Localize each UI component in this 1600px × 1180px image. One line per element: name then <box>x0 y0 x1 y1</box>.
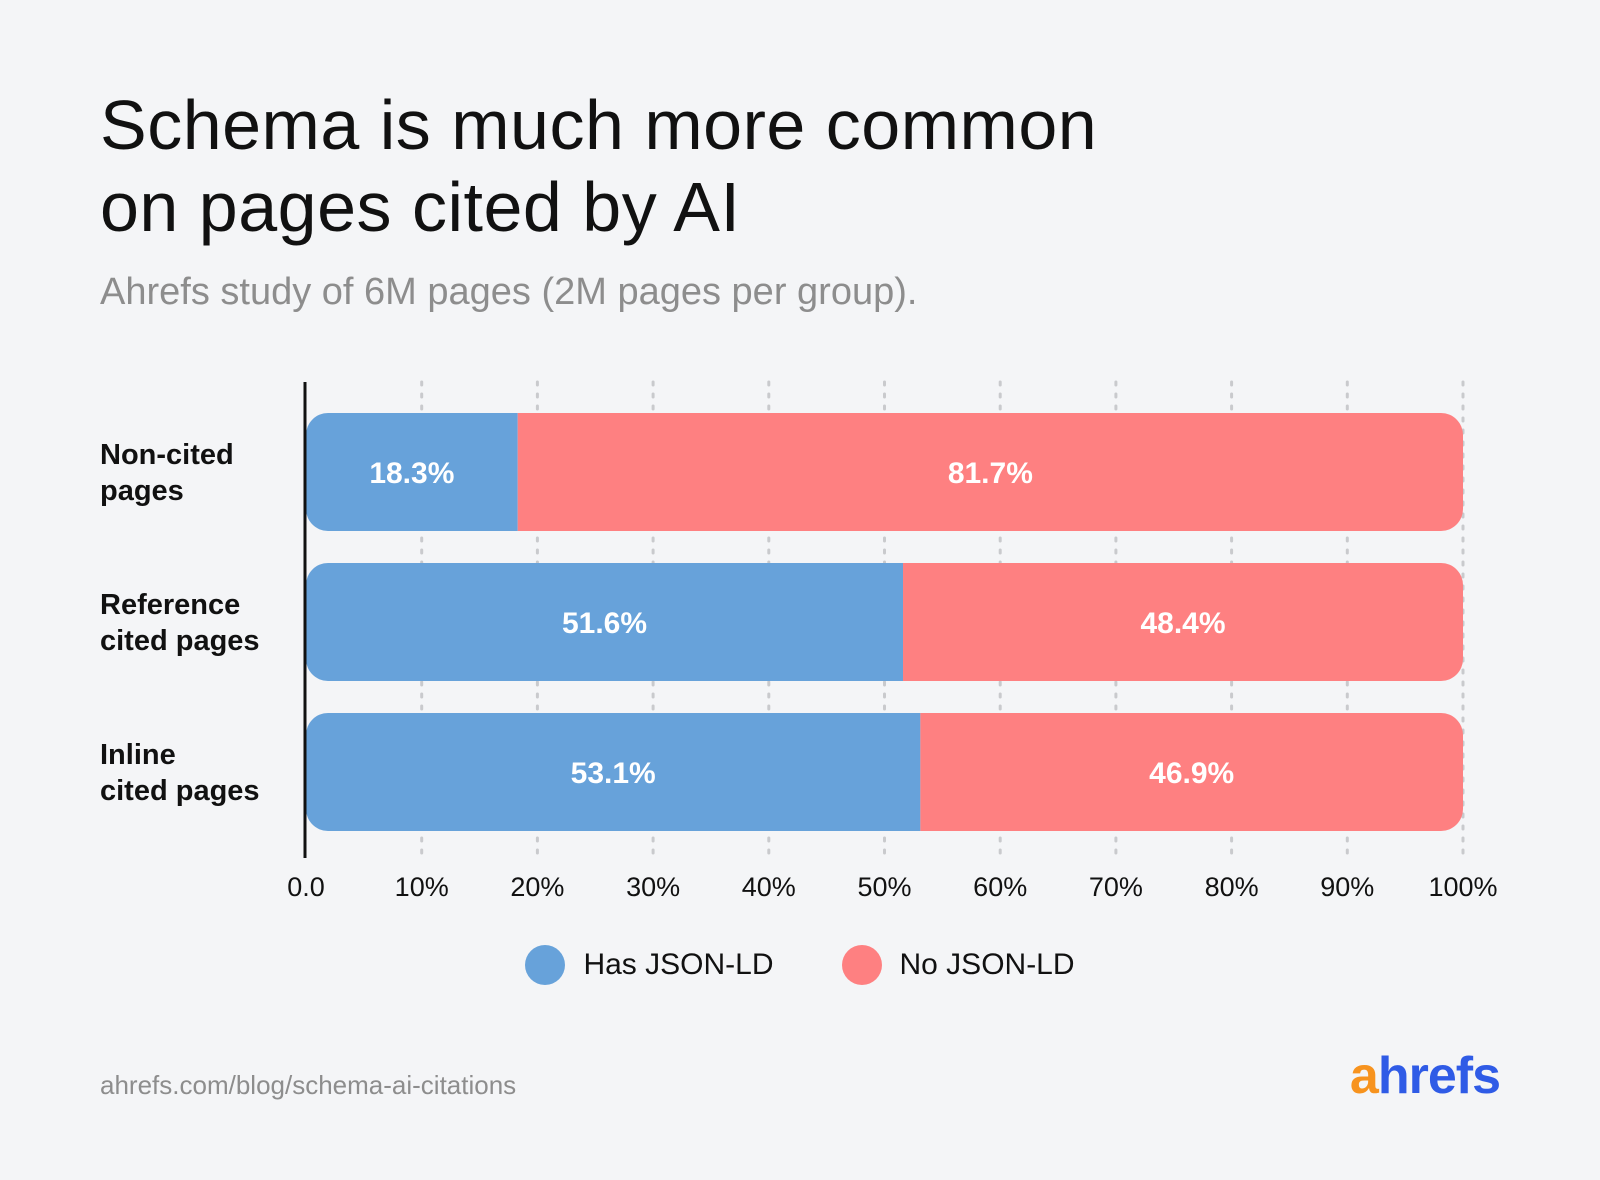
bar-no-json-ld-0 <box>517 413 1463 531</box>
value-label-no-json-ld-2: 46.9% <box>1149 757 1234 790</box>
x-tick-label-60: 60% <box>973 872 1027 902</box>
value-label-no-json-ld-1: 48.4% <box>1140 607 1225 640</box>
chart-subtitle: Ahrefs study of 6M pages (2M pages per g… <box>100 271 918 313</box>
chart-title-line-1: Schema is much more common <box>100 86 1098 164</box>
x-tick-label-80: 80% <box>1205 872 1259 902</box>
chart-title-line-2: on pages cited by AI <box>100 168 741 246</box>
legend-swatch-no-json-ld <box>841 945 882 985</box>
value-label-has-json-ld-0: 18.3% <box>369 457 454 490</box>
stacked-bar-chart: 18.3% 81.7% Non-cited pages 51.6% 48.4% Refere… <box>100 380 1498 902</box>
bar-has-json-ld-2 <box>306 713 921 831</box>
x-tick-label-40: 40% <box>742 872 796 902</box>
legend-item-no-json-ld: No JSON-LD <box>841 945 1075 985</box>
ahrefs-logo: ahrefs <box>1349 1046 1501 1106</box>
legend: Has JSON-LD No JSON-LD <box>0 945 1600 985</box>
x-tick-label-20: 20% <box>510 872 564 902</box>
bar-no-json-ld-1 <box>903 563 1463 681</box>
logo-rest: hrefs <box>1377 1047 1501 1105</box>
x-tick-label-30: 30% <box>626 872 680 902</box>
legend-item-has-json-ld: Has JSON-LD <box>525 945 774 985</box>
x-tick-label-0: 0.0 <box>287 872 325 902</box>
category-label-1-line-1: cited pages <box>100 625 260 657</box>
category-label-2-line-0: Inline <box>100 739 176 771</box>
legend-label-no-json-ld: No JSON-LD <box>899 948 1075 981</box>
x-tick-label-50: 50% <box>857 872 911 902</box>
value-label-no-json-ld-0: 81.7% <box>948 457 1033 490</box>
category-label-0-line-0: Non-cited <box>100 439 234 471</box>
legend-swatch-has-json-ld <box>525 945 566 985</box>
source-url: ahrefs.com/blog/schema-ai-citations <box>100 1070 517 1100</box>
x-tick-label-90: 90% <box>1320 872 1374 902</box>
bar-has-json-ld-0 <box>306 413 518 531</box>
chart-title: Schema is much more common on pages cite… <box>100 84 1400 248</box>
x-tick-label-100: 100% <box>1428 872 1497 902</box>
logo-first-letter: a <box>1349 1047 1379 1105</box>
category-label-2-line-1: cited pages <box>100 775 260 807</box>
value-label-has-json-ld-1: 51.6% <box>562 607 647 640</box>
legend-label-has-json-ld: Has JSON-LD <box>583 948 774 981</box>
bar-no-json-ld-2 <box>920 713 1463 831</box>
category-label-1-line-0: Reference <box>100 589 240 621</box>
x-tick-label-10: 10% <box>395 872 449 902</box>
x-tick-label-70: 70% <box>1089 872 1143 902</box>
bar-has-json-ld-1 <box>306 563 904 681</box>
value-label-has-json-ld-2: 53.1% <box>571 757 656 790</box>
category-label-0-line-1: pages <box>100 475 184 507</box>
